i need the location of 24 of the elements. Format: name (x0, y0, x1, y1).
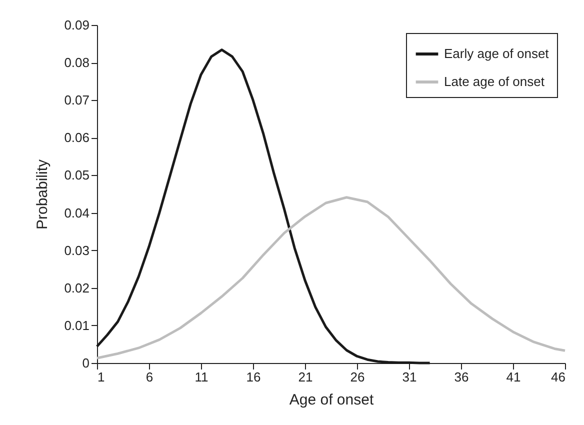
legend-label: Early age of onset (444, 46, 550, 61)
y-tick-label: 0 (82, 356, 90, 370)
x-tick-label: 21 (298, 370, 313, 384)
x-tick-label: 1 (98, 370, 105, 384)
y-tick-label: 0.03 (64, 242, 90, 258)
y-tick-label: 0.02 (64, 280, 90, 296)
x-tick-label: 6 (146, 370, 154, 384)
x-tick-label: 41 (506, 370, 521, 384)
y-tick-label: 0.01 (64, 318, 90, 333)
x-tick-label: 26 (350, 370, 365, 384)
y-tick-label: 0.06 (64, 130, 90, 146)
x-tick-label: 36 (454, 370, 469, 384)
y-tick-label: 0.04 (64, 205, 90, 220)
y-tick-label: 0.07 (64, 92, 90, 108)
x-tick-label: 16 (246, 370, 261, 384)
x-tick-label: 11 (194, 370, 208, 384)
x-tick-label: 46 (551, 370, 566, 384)
x-axis-title: Age of onset (289, 392, 374, 408)
y-axis-title: Probability (34, 158, 52, 230)
y-tick-label: 0.08 (64, 55, 90, 70)
y-tick-label: 0.05 (64, 168, 90, 183)
x-tick-label: 31 (402, 370, 417, 384)
legend-label: Late age of onset (444, 74, 545, 89)
y-tick-label: 0.09 (64, 18, 90, 32)
